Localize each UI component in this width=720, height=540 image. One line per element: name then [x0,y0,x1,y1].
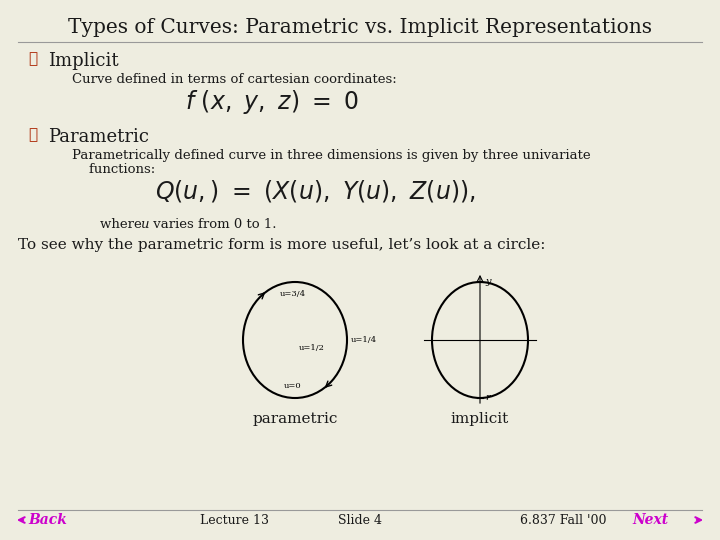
Text: Parametric: Parametric [48,128,149,146]
Text: Next: Next [632,513,668,527]
Text: varies from 0 to 1.: varies from 0 to 1. [149,218,276,231]
Text: u=1/2: u=1/2 [299,344,325,352]
Text: u=1/4: u=1/4 [351,336,377,344]
Text: r: r [485,394,490,402]
Text: To see why the parametric form is more useful, let’s look at a circle:: To see why the parametric form is more u… [18,238,546,252]
Text: where: where [100,218,146,231]
Text: Back: Back [28,513,67,527]
Text: Slide 4: Slide 4 [338,514,382,526]
Text: 6.837 Fall '00: 6.837 Fall '00 [520,514,606,526]
Text: functions:: functions: [72,163,156,176]
Text: Parametrically defined curve in three dimensions is given by three univariate: Parametrically defined curve in three di… [72,149,590,162]
Text: Types of Curves: Parametric vs. Implicit Representations: Types of Curves: Parametric vs. Implicit… [68,18,652,37]
Text: Implicit: Implicit [48,52,119,70]
Text: u=3/4: u=3/4 [280,290,306,298]
Text: ⚈: ⚈ [28,52,37,66]
Text: u: u [140,218,148,231]
Text: y: y [485,278,490,287]
Text: $f\ (x,\ y,\ z)\ =\ 0$: $f\ (x,\ y,\ z)\ =\ 0$ [185,88,359,116]
Text: $Q(u,)\ =\ (X(u),\ Y(u),\ Z(u)),$: $Q(u,)\ =\ (X(u),\ Y(u),\ Z(u)),$ [155,178,476,204]
Text: ⚈: ⚈ [28,128,37,142]
Text: Curve defined in terms of cartesian coordinates:: Curve defined in terms of cartesian coor… [72,73,397,86]
Text: Lecture 13: Lecture 13 [200,514,269,526]
Text: u=0: u=0 [284,382,302,390]
Text: parametric: parametric [252,412,338,426]
Text: implicit: implicit [451,412,509,426]
